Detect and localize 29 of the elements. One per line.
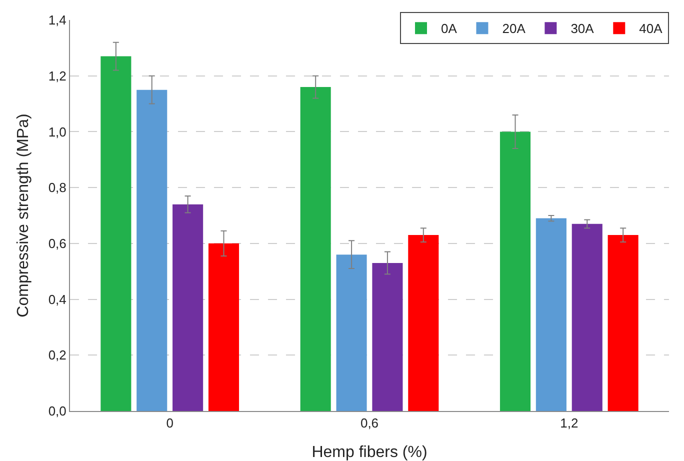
y-tick-label: 0,6 (48, 236, 66, 251)
bar (172, 204, 204, 411)
bar (136, 90, 168, 411)
legend-label: 0A (441, 21, 458, 36)
y-tick-label: 1,2 (48, 68, 66, 84)
y-tick-label: 0,8 (48, 180, 66, 196)
bar (572, 224, 602, 411)
bar (408, 235, 439, 411)
x-tick-label: 0 (166, 416, 174, 431)
x-tick-label: 0,6 (360, 416, 379, 431)
y-tick-label: 0,0 (48, 404, 66, 419)
x-tick-label: 1,2 (560, 416, 578, 431)
bar (536, 218, 566, 411)
y-axis-title: Compressive strength (MPa) (15, 114, 32, 318)
bar (300, 87, 331, 411)
y-tick-label: 0,4 (48, 292, 66, 307)
y-tick-label: 1,0 (48, 124, 66, 140)
bar (208, 243, 240, 411)
legend-label: 20A (502, 21, 526, 36)
bar (100, 56, 132, 411)
y-tick-label: 0,2 (48, 348, 66, 363)
x-axis-title: Hemp fibers (%) (312, 444, 428, 461)
y-tick-label: 1,4 (48, 12, 66, 28)
bar (336, 254, 367, 411)
bar (608, 235, 638, 411)
legend-label: 30A (570, 21, 594, 36)
legend-label: 40A (639, 21, 663, 36)
bar (500, 132, 531, 411)
bar (372, 262, 403, 411)
